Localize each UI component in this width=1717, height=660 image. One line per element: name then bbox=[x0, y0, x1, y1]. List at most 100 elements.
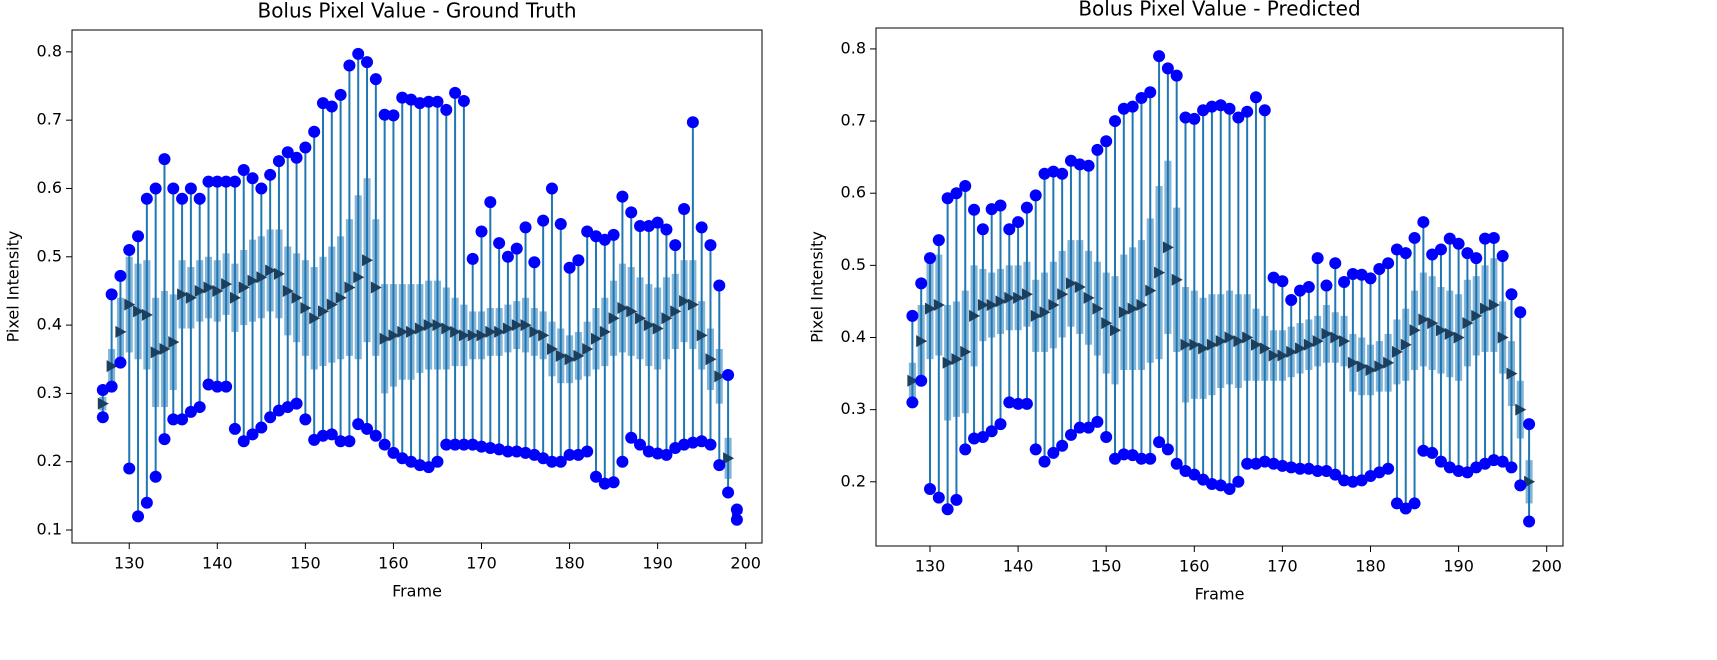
min-point bbox=[906, 396, 919, 409]
min-point bbox=[431, 455, 444, 468]
min-point bbox=[325, 428, 338, 441]
min-point bbox=[167, 413, 180, 426]
max-point bbox=[431, 95, 444, 108]
max-point bbox=[457, 95, 470, 108]
mean-marker bbox=[635, 312, 647, 325]
max-point bbox=[678, 202, 691, 215]
min-point bbox=[1294, 462, 1307, 475]
y-tick-label: 0.6 bbox=[37, 178, 62, 197]
max-point bbox=[1003, 223, 1016, 236]
mean-marker bbox=[221, 278, 233, 291]
min-point bbox=[1012, 397, 1025, 410]
x-axis-label: Frame bbox=[392, 582, 442, 601]
y-tick-label: 0.4 bbox=[37, 315, 62, 334]
x-tick-label: 200 bbox=[1531, 557, 1562, 576]
mean-marker bbox=[679, 295, 691, 308]
min-point bbox=[1461, 466, 1474, 479]
min-point bbox=[1038, 455, 1051, 468]
mean-marker bbox=[1171, 273, 1183, 286]
mean-marker bbox=[476, 329, 488, 342]
min-point bbox=[387, 446, 400, 459]
mean-marker bbox=[511, 319, 523, 332]
min-point bbox=[475, 440, 488, 453]
max-point bbox=[272, 155, 285, 168]
max-point bbox=[924, 252, 937, 265]
max-point bbox=[1434, 243, 1447, 256]
max-point bbox=[308, 125, 321, 138]
min-point bbox=[352, 418, 365, 431]
mean-marker bbox=[1321, 327, 1333, 340]
mean-marker bbox=[1391, 345, 1403, 358]
x-tick-label: 170 bbox=[466, 554, 497, 573]
mean-marker bbox=[714, 370, 726, 383]
min-point bbox=[1144, 452, 1157, 465]
max-point bbox=[1452, 237, 1465, 250]
max-point bbox=[149, 182, 162, 195]
mean-marker bbox=[1330, 331, 1342, 344]
max-point bbox=[686, 116, 699, 129]
min-point bbox=[1223, 483, 1236, 496]
min-point bbox=[1346, 475, 1359, 488]
min-point bbox=[1241, 457, 1254, 470]
mean-marker bbox=[450, 325, 462, 338]
min-point bbox=[1153, 436, 1166, 449]
min-point bbox=[686, 436, 699, 449]
min-point bbox=[316, 429, 329, 442]
max-point bbox=[634, 220, 647, 233]
mean-marker bbox=[1268, 349, 1280, 362]
min-point bbox=[1188, 468, 1201, 481]
min-point bbox=[1311, 464, 1324, 477]
min-point bbox=[915, 374, 928, 387]
min-point bbox=[237, 435, 250, 448]
mean-marker bbox=[907, 374, 919, 387]
max-point bbox=[501, 250, 514, 263]
mean-marker bbox=[494, 325, 506, 338]
mean-marker bbox=[705, 353, 717, 366]
min-point bbox=[449, 438, 462, 451]
x-tick-label: 150 bbox=[290, 554, 321, 573]
max-point bbox=[704, 239, 717, 252]
max-point bbox=[1487, 231, 1500, 244]
max-point bbox=[1144, 86, 1157, 99]
max-point bbox=[1426, 248, 1439, 261]
max-point bbox=[114, 269, 127, 282]
mean-marker bbox=[1215, 335, 1227, 348]
max-point bbox=[1232, 111, 1245, 124]
min-point bbox=[343, 435, 356, 448]
mean-marker bbox=[432, 319, 444, 332]
y-tick-label: 0.8 bbox=[37, 41, 62, 60]
min-point bbox=[114, 356, 127, 369]
max-point bbox=[1073, 158, 1086, 171]
max-point bbox=[1399, 247, 1412, 260]
mean-marker bbox=[1074, 281, 1086, 293]
max-point bbox=[598, 233, 611, 246]
min-point bbox=[1505, 461, 1518, 474]
mean-marker bbox=[1488, 299, 1500, 312]
mean-marker bbox=[388, 329, 400, 342]
max-point bbox=[528, 256, 541, 269]
max-point bbox=[1091, 143, 1104, 156]
mean-marker bbox=[1233, 335, 1245, 348]
mean-marker bbox=[97, 397, 109, 410]
mean-marker bbox=[194, 284, 206, 297]
mean-marker bbox=[1083, 291, 1095, 304]
min-point bbox=[1020, 397, 1033, 410]
mean-marker bbox=[1224, 331, 1236, 344]
max-point bbox=[493, 237, 506, 250]
min-point bbox=[1434, 455, 1447, 468]
min-point bbox=[1073, 421, 1086, 434]
max-point bbox=[325, 100, 338, 113]
max-point bbox=[1514, 306, 1527, 319]
y-tick-label: 0.5 bbox=[37, 246, 62, 265]
max-point bbox=[1223, 102, 1236, 115]
min-point bbox=[607, 476, 620, 489]
mean-marker bbox=[538, 329, 550, 342]
mean-marker bbox=[124, 298, 136, 311]
mean-marker bbox=[1347, 356, 1359, 369]
max-point bbox=[290, 151, 303, 164]
max-point bbox=[1346, 268, 1359, 281]
max-point bbox=[906, 309, 919, 322]
max-point bbox=[1249, 91, 1262, 104]
mean-marker bbox=[1004, 291, 1016, 304]
